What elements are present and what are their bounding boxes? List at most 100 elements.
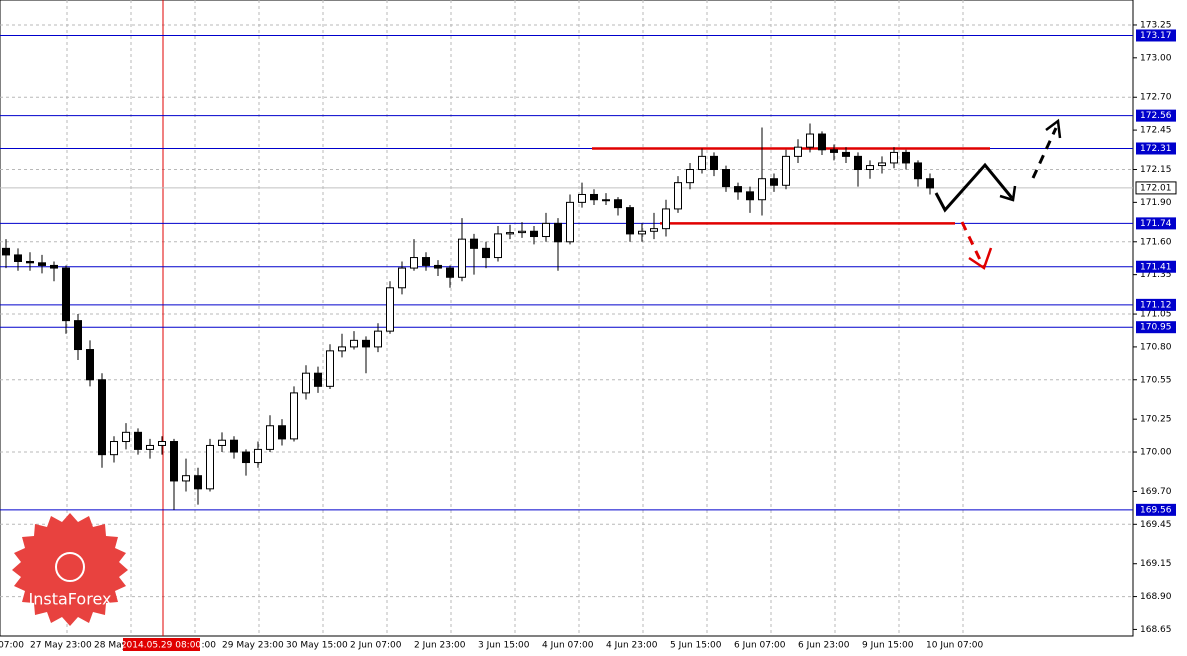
candle-body bbox=[770, 178, 778, 186]
candle-body bbox=[86, 349, 94, 381]
candle-body bbox=[866, 165, 874, 171]
candle-body bbox=[2, 247, 10, 256]
x-tick-label: 10 Jun 07:00 bbox=[926, 641, 983, 651]
candle-body bbox=[554, 222, 562, 243]
level-label: 170.95 bbox=[1140, 323, 1172, 333]
crosshair-label: 2014.05.29 08:00 bbox=[121, 641, 202, 651]
candle-body bbox=[362, 339, 370, 348]
candle-body bbox=[338, 346, 346, 352]
candle-body bbox=[218, 439, 226, 446]
x-tick-label: 2 Jun 07:00 bbox=[350, 641, 402, 651]
candle-body bbox=[146, 444, 154, 450]
watermark-logo: InstaForex bbox=[12, 513, 128, 626]
level-label-box bbox=[1136, 260, 1176, 273]
level-label: 172.56 bbox=[1140, 111, 1172, 121]
candle-body bbox=[842, 151, 850, 157]
x-tick-label: 2 Jun 23:00 bbox=[414, 641, 466, 651]
candle-body bbox=[350, 339, 358, 348]
y-tick-label: 172.70 bbox=[1140, 93, 1172, 103]
candle-body bbox=[254, 448, 262, 464]
forecast-arrows bbox=[934, 118, 1062, 270]
x-tick-label: :00 bbox=[202, 641, 217, 651]
candle-body bbox=[590, 193, 598, 201]
level-label-box bbox=[1136, 142, 1176, 155]
y-tick-label: 171.35 bbox=[1140, 270, 1172, 280]
candle-body bbox=[746, 191, 754, 201]
candle-body bbox=[62, 267, 70, 322]
x-tick-label: 3 Jun 15:00 bbox=[478, 641, 530, 651]
x-tick-label: 30 May 15:00 bbox=[286, 641, 348, 651]
level-label-box bbox=[1136, 321, 1176, 334]
candle-body bbox=[650, 228, 658, 232]
candle-body bbox=[890, 151, 898, 164]
candle-body bbox=[506, 232, 514, 235]
forecast-path bbox=[934, 162, 1014, 213]
candle-body bbox=[818, 133, 826, 151]
x-tick-label: 4 Jun 23:00 bbox=[606, 641, 658, 651]
y-tick-label: 168.90 bbox=[1140, 592, 1172, 602]
y-tick-label: 169.15 bbox=[1140, 559, 1172, 569]
candle-body bbox=[614, 199, 622, 209]
candle-body bbox=[206, 444, 214, 490]
candle-body bbox=[170, 441, 178, 482]
arrow-head bbox=[999, 185, 1017, 202]
y-tick-label: 168.65 bbox=[1140, 625, 1172, 635]
y-tick-label: 169.70 bbox=[1140, 487, 1172, 497]
candle-body bbox=[110, 441, 118, 456]
candle-body bbox=[374, 330, 382, 348]
candle-body bbox=[794, 146, 802, 157]
level-label-box bbox=[1136, 298, 1176, 311]
candle-body bbox=[194, 475, 202, 490]
logo-ring bbox=[55, 552, 85, 582]
candle-body bbox=[230, 439, 238, 453]
candle-body bbox=[134, 431, 142, 450]
y-tick-label: 173.25 bbox=[1140, 20, 1172, 30]
candle-body bbox=[542, 222, 550, 238]
y-tick-label: 169.45 bbox=[1140, 520, 1172, 530]
x-tick-label: 4 Jun 07:00 bbox=[542, 641, 594, 651]
candle-body bbox=[302, 372, 310, 394]
candle-body bbox=[686, 169, 694, 184]
forecast-dashed-red bbox=[960, 221, 985, 267]
candle-body bbox=[314, 372, 322, 387]
level-label: 171.12 bbox=[1140, 300, 1172, 310]
candle-body bbox=[446, 267, 454, 278]
candle-body bbox=[830, 149, 838, 153]
x-tick-label: 27 May 23:00 bbox=[30, 641, 92, 651]
candle-body bbox=[158, 441, 166, 446]
y-tick-label: 172.45 bbox=[1140, 126, 1172, 136]
y-tick-label: 170.25 bbox=[1140, 415, 1172, 425]
y-tick-label: 170.80 bbox=[1140, 342, 1172, 352]
candle-body bbox=[470, 238, 478, 249]
candle-body bbox=[74, 320, 82, 351]
candle-body bbox=[326, 350, 334, 387]
candle-body bbox=[278, 425, 286, 440]
candle-body bbox=[878, 162, 886, 167]
level-label: 171.74 bbox=[1140, 219, 1172, 229]
candle-body bbox=[266, 425, 274, 450]
candle-body bbox=[734, 186, 742, 193]
level-label: 169.56 bbox=[1140, 505, 1172, 515]
candle-body bbox=[458, 238, 466, 278]
arrow-head bbox=[1045, 118, 1062, 139]
y-tick-label: 171.90 bbox=[1140, 198, 1172, 208]
candle-body bbox=[242, 451, 250, 464]
x-tick-label: 07:00 bbox=[0, 641, 24, 651]
x-tick-label: 28 May bbox=[94, 641, 128, 651]
candle-body bbox=[926, 178, 934, 189]
candle-body bbox=[758, 178, 766, 201]
level-label: 171.41 bbox=[1140, 262, 1172, 272]
plot-area bbox=[0, 0, 1134, 637]
x-tick-label: 6 Jun 23:00 bbox=[798, 641, 850, 651]
candle-body bbox=[530, 230, 538, 238]
candle-body bbox=[698, 155, 706, 171]
candle-body bbox=[482, 247, 490, 259]
candle-body bbox=[566, 201, 574, 243]
y-tick-label: 170.00 bbox=[1140, 448, 1172, 458]
candle-body bbox=[98, 379, 106, 456]
level-label-box bbox=[1136, 217, 1176, 230]
candle-body bbox=[50, 264, 58, 269]
level-label-box bbox=[1136, 29, 1176, 42]
candle-body bbox=[410, 257, 418, 269]
